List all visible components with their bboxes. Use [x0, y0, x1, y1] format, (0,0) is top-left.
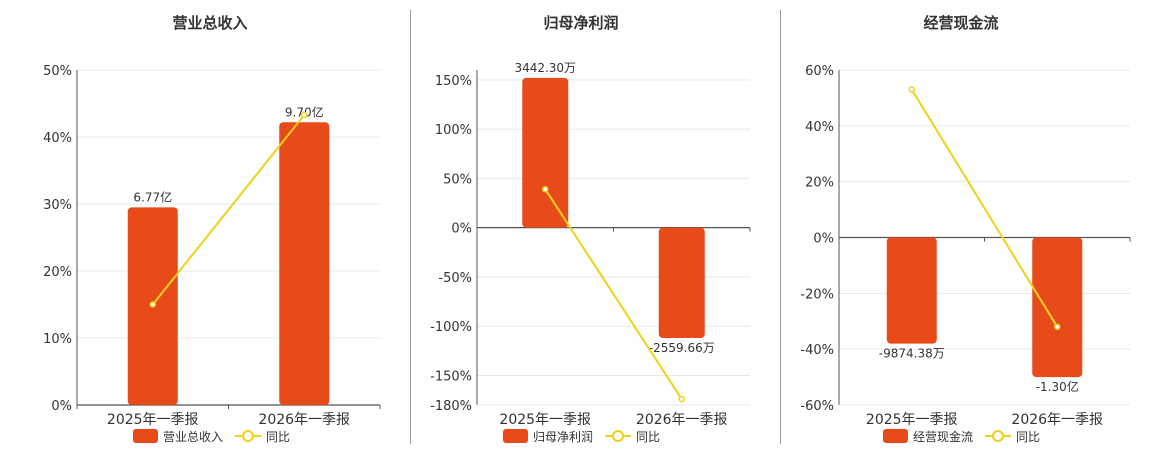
revenue-chart: 营业总收入0%10%20%30%40%50%6.77亿9.70亿2025年一季报… — [43, 14, 381, 444]
y-tick-label: 150% — [435, 74, 472, 89]
chart-title: 经营现金流 — [923, 14, 998, 32]
net-profit-chart: 归母净利润 -180% -150% -100% -50% 0% 50% 100% 150% 344… — [430, 14, 751, 444]
chart-title: 营业总收入 — [172, 14, 247, 32]
legend-label-bar: 经营现金流 — [913, 429, 973, 444]
legend-label-bar: 归母净利润 — [533, 430, 593, 444]
panel-divider — [780, 10, 781, 444]
series-line-yoy — [151, 114, 306, 306]
line-circle-icon — [612, 430, 624, 442]
y-tick-label: 20% — [43, 265, 72, 280]
line-point — [542, 185, 549, 193]
y-tick-label: 30% — [43, 198, 72, 213]
x-tick-label: 2025年一季报 — [866, 412, 958, 428]
y-tick-label: 40% — [805, 120, 834, 135]
y-tick-label: 0% — [813, 232, 834, 247]
y-tick-label: 50% — [43, 64, 72, 79]
bar-value-label: 3442.30万 — [514, 61, 576, 75]
bar — [522, 77, 569, 228]
x-tick-label: 2026年一季报 — [1011, 412, 1103, 428]
x-tick-label: 2025年一季报 — [107, 412, 199, 428]
x-tick-label: 2026年一季报 — [258, 412, 350, 428]
line-point — [908, 86, 915, 93]
y-tick-label: -50% — [438, 271, 472, 286]
legend-label-line: 同比 — [1016, 430, 1040, 444]
y-tick-label: -60% — [800, 399, 834, 414]
bar — [658, 227, 705, 338]
legend-label-bar: 营业总收入 — [163, 430, 223, 444]
x-tick-label: 2025年一季报 — [499, 412, 591, 428]
series-line-yoy — [910, 89, 1059, 328]
legend-label-line: 同比 — [266, 430, 290, 444]
bar-value-label: 6.77亿 — [133, 189, 172, 204]
y-tick-label: 40% — [43, 131, 72, 146]
line-circle-icon — [992, 430, 1004, 442]
chart-panel-cash-flow: 经营现金流 -60% -40% -20% 0% 20% 40% 60% -9874.38万 -1.… — [781, 0, 1160, 450]
chart-panel-net-profit: 归母净利润 -180% -150% -100% -50% 0% 50% 100% 150% 344… — [411, 0, 780, 450]
line-point — [149, 301, 156, 308]
bar — [1032, 237, 1083, 378]
y-tick-label: 50% — [443, 172, 472, 187]
line-point — [301, 111, 308, 119]
bar-value-label: -9874.38万 — [879, 347, 945, 361]
y-tick-label: 100% — [435, 123, 472, 138]
bar — [886, 237, 937, 344]
y-tick-label: -40% — [800, 343, 834, 358]
rect-swatch-icon — [503, 429, 528, 443]
y-tick-label: -150% — [430, 369, 472, 384]
cash-flow-chart: 经营现金流 -60% -40% -20% 0% 20% 40% 60% -9874.38万 -1.… — [800, 14, 1131, 444]
legend-label-line: 同比 — [636, 430, 660, 444]
y-tick-label: 0% — [451, 222, 472, 237]
y-tick-label: 0% — [51, 399, 72, 414]
series-line-yoy — [544, 188, 683, 400]
y-tick-label: -100% — [430, 320, 472, 335]
y-tick-label: -20% — [800, 287, 834, 302]
bar — [279, 122, 330, 405]
y-tick-label: -180% — [430, 399, 472, 414]
x-tick-label: 2026年一季报 — [636, 412, 728, 428]
rect-swatch-icon — [883, 429, 908, 443]
line-point — [1054, 323, 1061, 331]
y-tick-label: 10% — [43, 332, 72, 347]
chart-panel-revenue: 营业总收入0%10%20%30%40%50%6.77亿9.70亿2025年一季报… — [0, 0, 400, 450]
bar-value-label: -2559.66万 — [649, 341, 715, 355]
y-tick-label: 20% — [805, 176, 834, 191]
y-tick-label: 60% — [805, 64, 834, 79]
chart-title: 归母净利润 — [543, 14, 618, 32]
line-point — [678, 395, 685, 403]
panel-divider — [410, 10, 411, 444]
line-circle-icon — [242, 430, 254, 442]
rect-swatch-icon — [133, 429, 158, 443]
bar-value-label: -1.30亿 — [1036, 379, 1079, 394]
